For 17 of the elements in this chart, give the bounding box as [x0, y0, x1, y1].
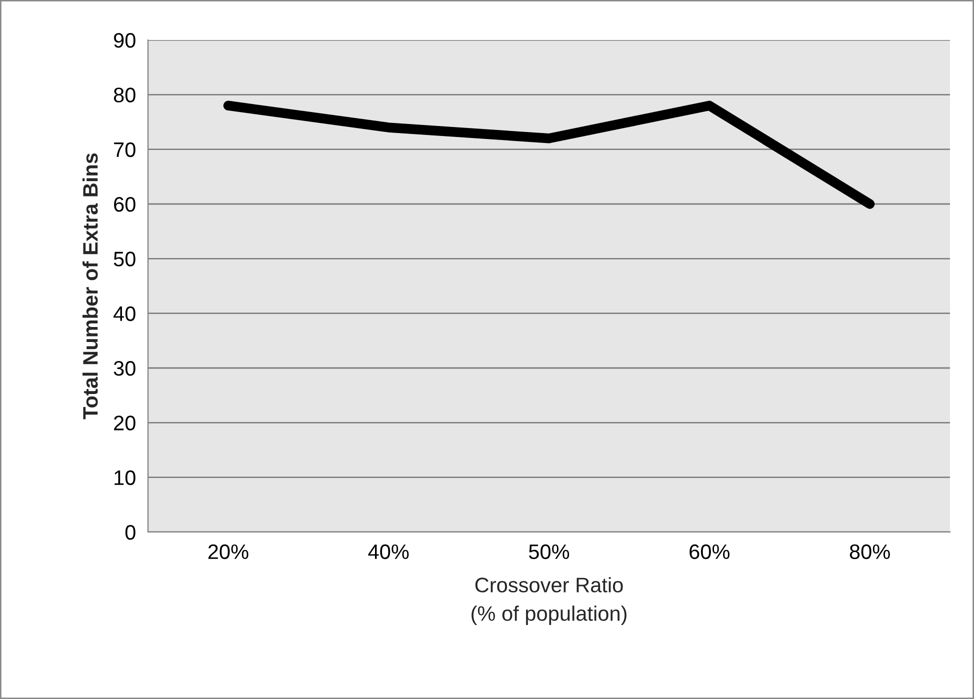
x-tick-label: 80%	[850, 544, 890, 560]
y-tick-label: 80	[114, 88, 136, 102]
x-tick-label: 60%	[690, 544, 730, 560]
y-axis-title: Total Number of Extra Bins	[82, 153, 98, 420]
y-tick-label: 60	[114, 197, 136, 212]
y-tick-label: 10	[114, 470, 136, 486]
y-tick-label: 20	[114, 416, 136, 430]
x-axis-title: Crossover Ratio (% of population)	[472, 577, 626, 626]
y-tick-label: 90	[114, 33, 136, 48]
x-tick-label: 20%	[208, 544, 248, 560]
y-tick-label: 30	[114, 361, 136, 376]
x-tick-label: 50%	[528, 544, 570, 560]
y-tick-label: 0	[125, 525, 136, 540]
y-tick-label: 50	[114, 252, 136, 266]
x-tick-label: 40%	[368, 544, 409, 560]
y-tick-label: 40	[114, 306, 136, 322]
y-tick-label: 70	[114, 142, 136, 158]
